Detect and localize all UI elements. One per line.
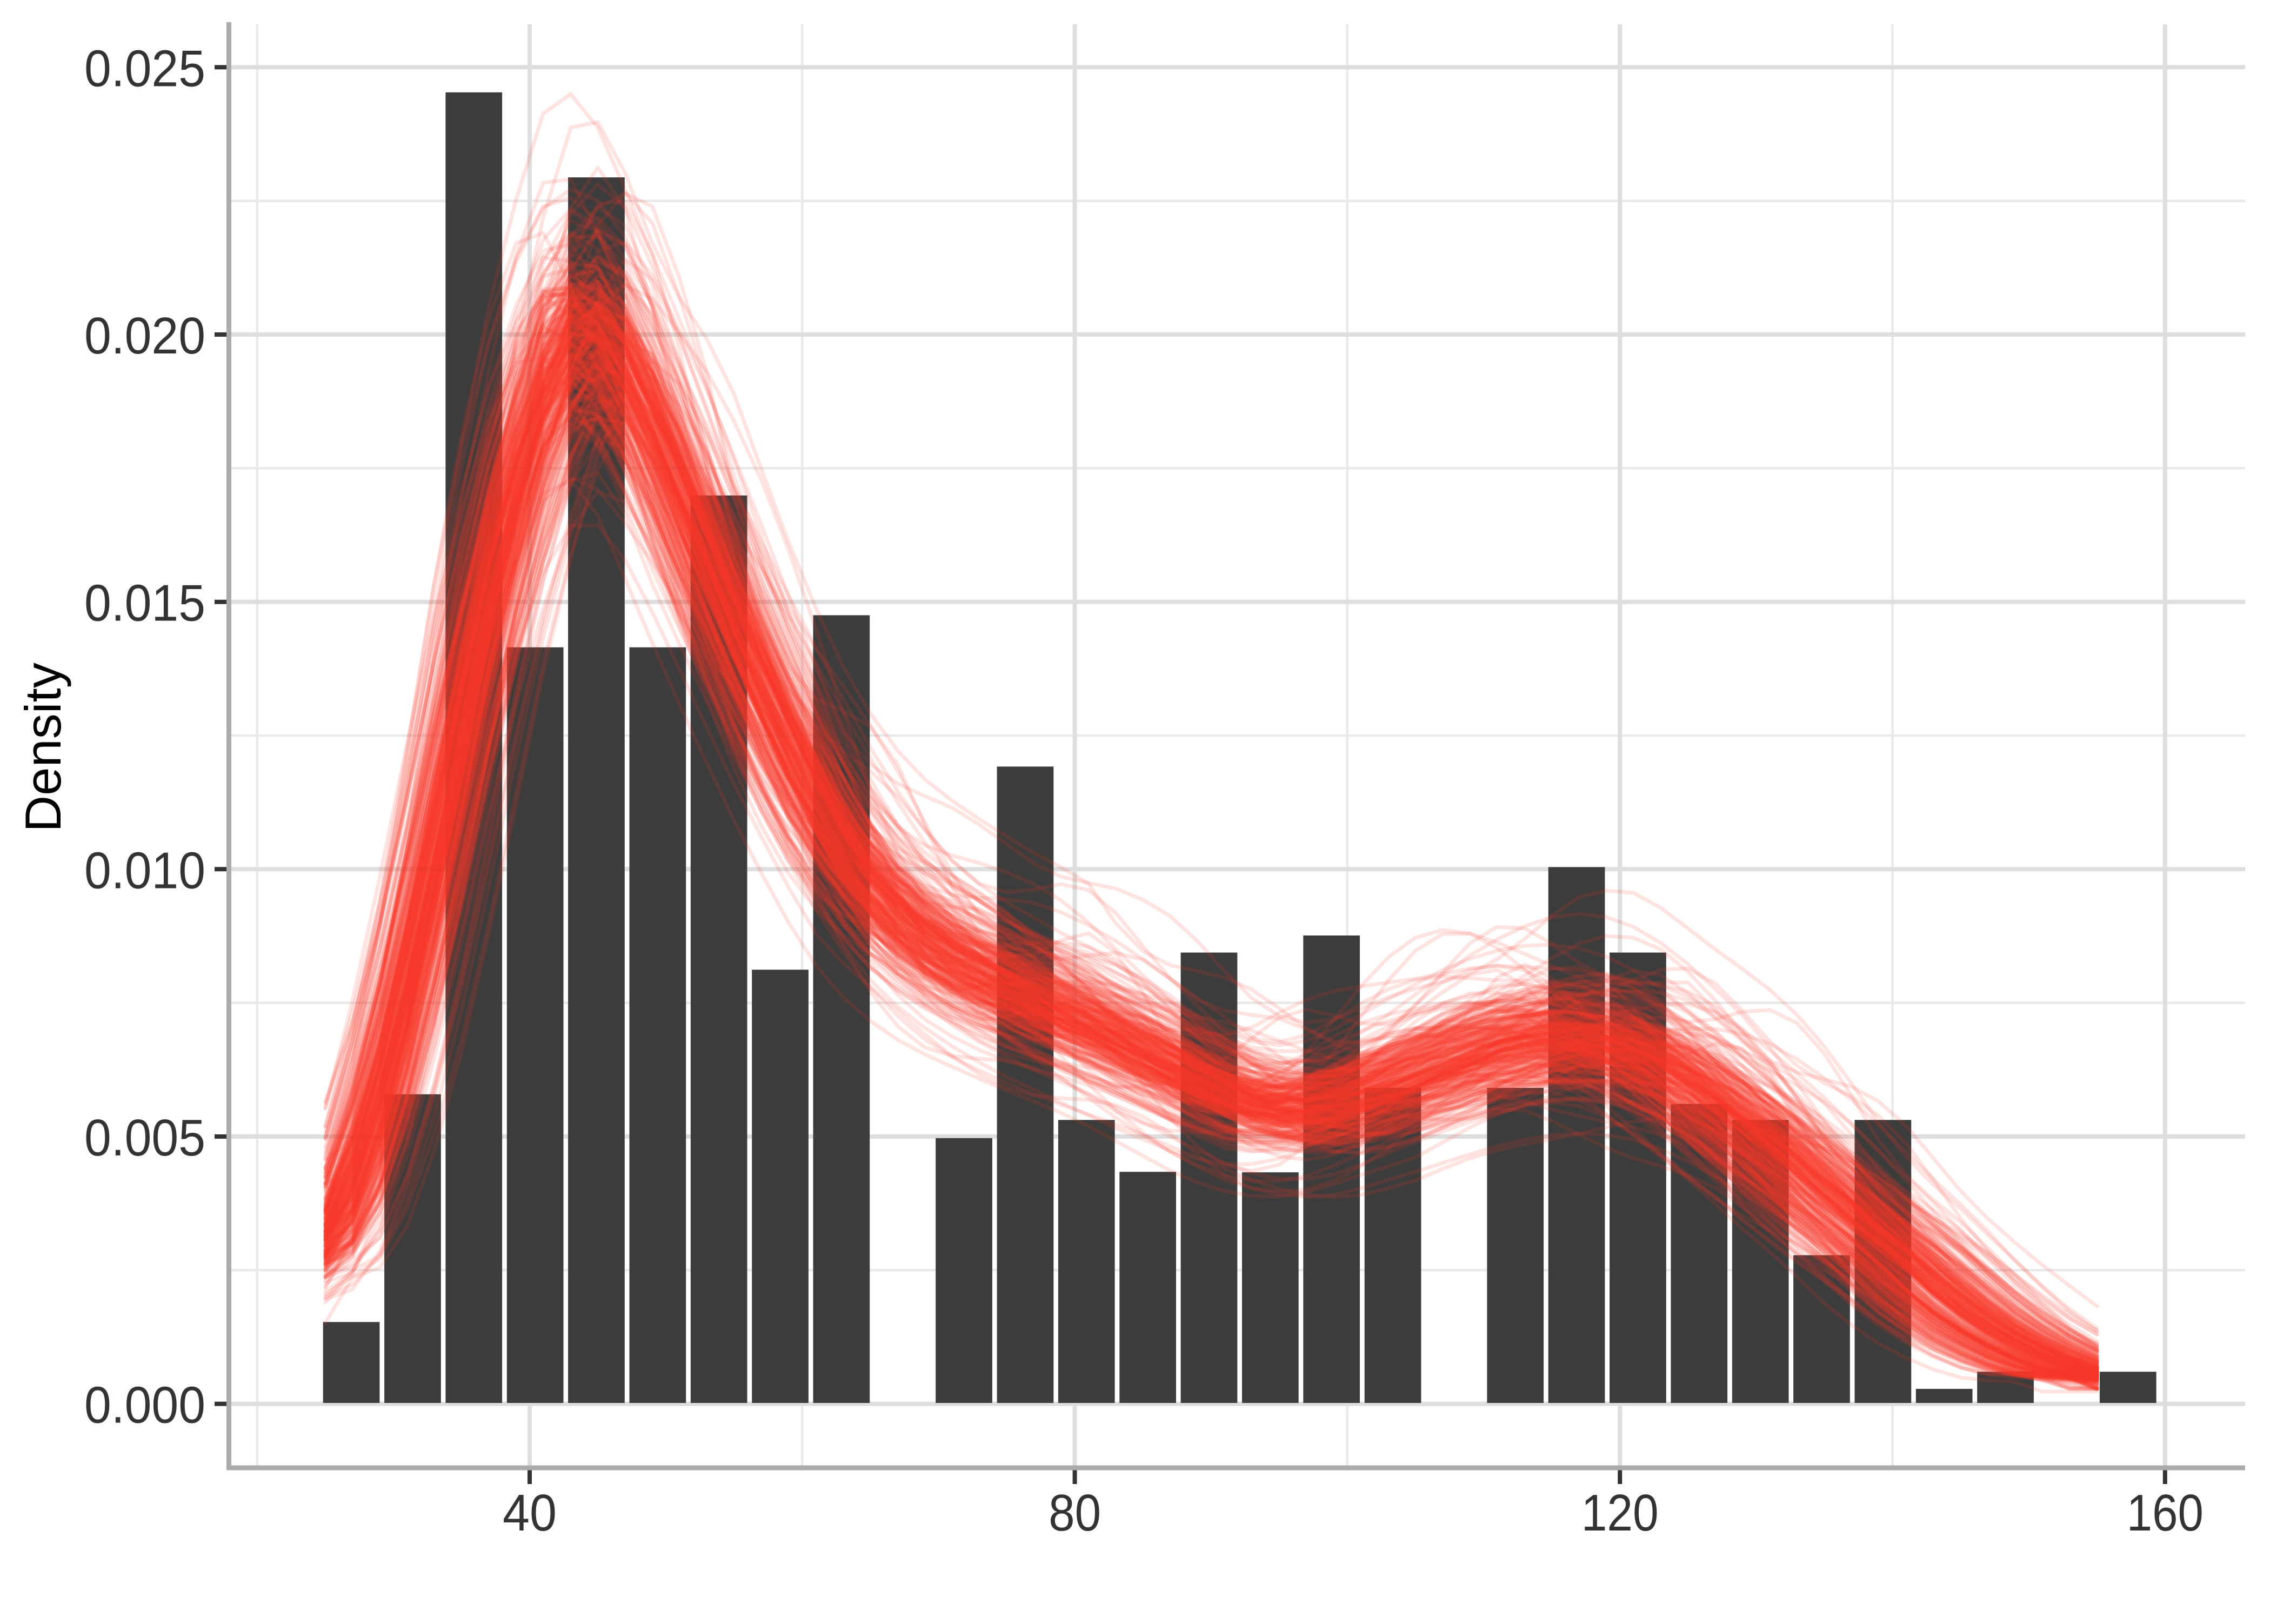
svg-text:0.020: 0.020 bbox=[84, 307, 205, 365]
svg-text:0.000: 0.000 bbox=[84, 1376, 205, 1434]
svg-text:0.005: 0.005 bbox=[84, 1109, 205, 1167]
svg-text:160: 160 bbox=[2127, 1484, 2204, 1542]
svg-text:40: 40 bbox=[503, 1484, 557, 1542]
svg-text:Density: Density bbox=[15, 663, 71, 832]
svg-text:80: 80 bbox=[1049, 1484, 1101, 1542]
svg-text:0.010: 0.010 bbox=[84, 841, 205, 899]
svg-text:120: 120 bbox=[1581, 1484, 1659, 1542]
svg-text:0.015: 0.015 bbox=[84, 574, 205, 632]
svg-text:0.025: 0.025 bbox=[84, 39, 205, 97]
